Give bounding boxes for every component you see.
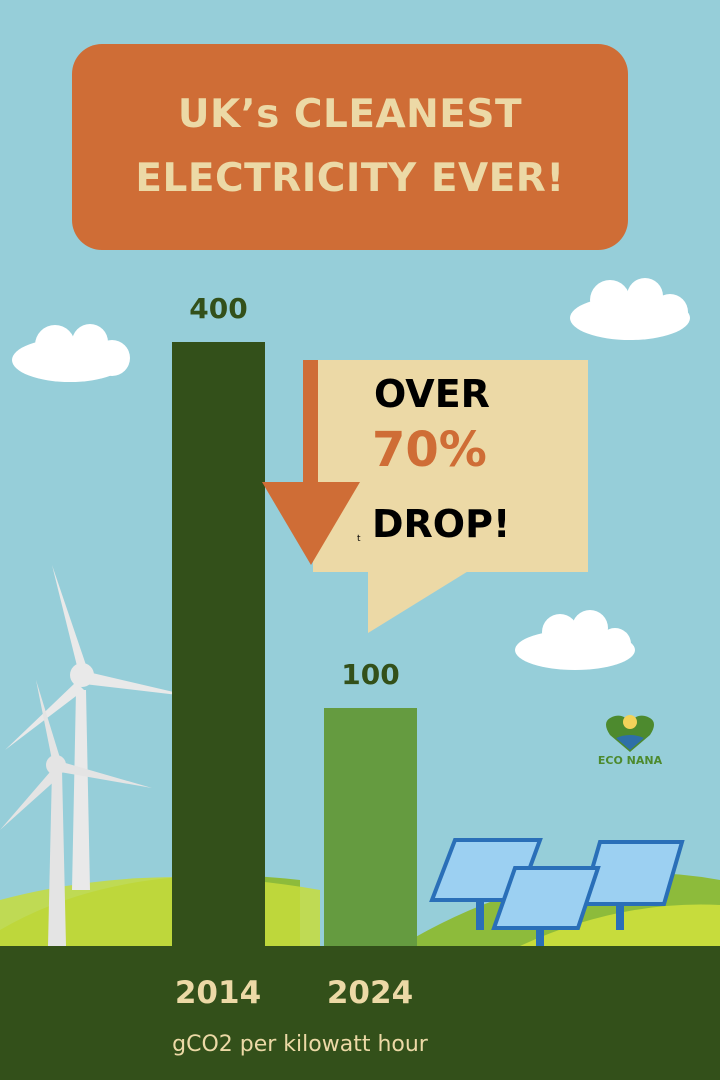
title-line-2: ELECTRICITY EVER!	[135, 156, 565, 201]
hill	[0, 877, 320, 946]
cloud-icon	[570, 278, 690, 340]
solar-panel-icon	[429, 838, 685, 947]
bar-2024	[324, 708, 417, 946]
wind-turbine-icon	[5, 565, 195, 890]
stray-character: t	[357, 534, 361, 544]
title-banner: UK’s CLEANEST ELECTRICITY EVER!	[72, 44, 628, 250]
wind-turbine-icon	[0, 680, 152, 946]
data-label-2024: 100	[341, 658, 400, 691]
down-arrow-icon	[262, 360, 360, 565]
cloud-icon	[12, 324, 130, 382]
cloud-icon	[515, 610, 635, 670]
logo-text: ECO NANA	[597, 754, 663, 767]
callout-percent: 70%	[372, 422, 487, 478]
callout-drop: DROP!	[372, 502, 511, 546]
ground	[0, 946, 720, 1080]
x-tick-2024: 2024	[326, 975, 414, 1011]
callout-over: OVER	[374, 372, 490, 416]
callout-bubble	[313, 360, 588, 633]
x-tick-2014: 2014	[174, 975, 262, 1011]
x-axis-label: gCO2 per kilowatt hour	[172, 1032, 428, 1057]
bar-2014	[172, 342, 265, 946]
title-line-1: UK’s CLEANEST	[177, 92, 523, 137]
data-label-2014: 400	[189, 292, 248, 325]
eco-nana-logo-icon	[606, 715, 654, 752]
